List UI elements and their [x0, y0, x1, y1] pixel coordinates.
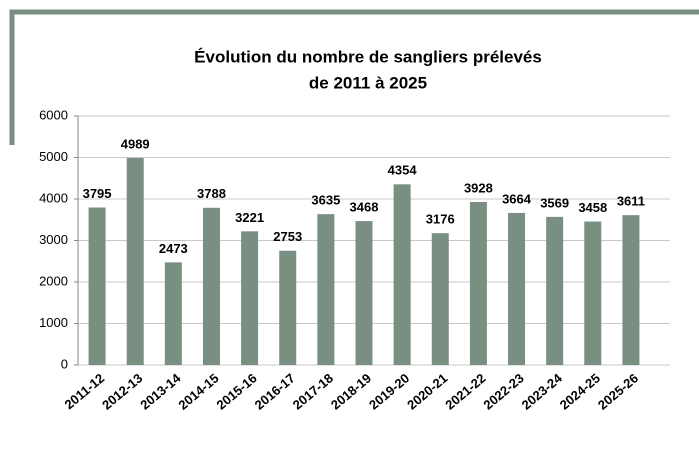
bar: [88, 207, 106, 365]
y-tick-label: 0: [61, 356, 68, 371]
x-tick-label: 2013-14: [137, 370, 184, 413]
x-tick-label: 2017-18: [290, 370, 336, 412]
bar: [241, 231, 259, 365]
bar: [469, 201, 487, 365]
x-tick-label: 2014-15: [175, 370, 221, 412]
bar: [164, 262, 182, 365]
x-tick-label: 2016-17: [252, 370, 298, 412]
data-label: 3788: [197, 186, 226, 201]
x-tick-label: 2019-20: [366, 370, 412, 412]
y-tick-label: 2000: [39, 273, 68, 288]
x-tick-label: 2023-24: [519, 370, 566, 413]
y-tick-label: 1000: [39, 315, 68, 330]
data-label: 3569: [540, 195, 569, 210]
y-tick-label: 6000: [39, 107, 68, 122]
x-tick-label: 2018-19: [328, 370, 374, 412]
bar: [279, 250, 297, 365]
x-tick-label: 2015-16: [214, 370, 260, 412]
frame: [9, 9, 699, 145]
data-label: 3468: [350, 200, 379, 215]
data-label: 3635: [311, 193, 340, 208]
chart-title: de 2011 à 2025: [309, 73, 427, 92]
y-tick-label: 4000: [39, 190, 68, 205]
x-tick-label: 2022-23: [480, 370, 526, 412]
data-label: 2473: [159, 241, 188, 256]
data-label: 3664: [502, 191, 532, 206]
bar: [431, 233, 449, 365]
data-label: 3458: [578, 200, 607, 215]
chart-title: Évolution du nombre de sangliers prélevé…: [194, 47, 542, 66]
bar: [622, 215, 640, 365]
data-label: 3795: [83, 186, 112, 201]
bar: [393, 184, 411, 365]
bar: [355, 221, 373, 365]
bar: [126, 157, 144, 365]
data-label: 3928: [464, 180, 493, 195]
bar: [317, 214, 335, 365]
data-label: 4354: [388, 163, 418, 178]
y-tick-label: 5000: [39, 149, 68, 164]
x-tick-label: 2021-22: [442, 370, 488, 412]
y-tick-label: 3000: [39, 232, 68, 247]
bar: [546, 216, 564, 365]
data-label: 3611: [617, 194, 645, 209]
x-tick-label: 2024-25: [557, 370, 603, 412]
bar: [508, 212, 526, 365]
x-tick-label: 2025-26: [595, 370, 641, 412]
x-tick-label: 2020-21: [404, 370, 450, 412]
data-label: 3221: [235, 210, 264, 225]
bar: [202, 207, 220, 365]
data-label: 4989: [121, 136, 150, 151]
data-label: 3176: [426, 212, 455, 227]
data-label: 2753: [273, 229, 302, 244]
bar: [584, 221, 602, 365]
x-tick-label: 2012-13: [99, 370, 145, 412]
x-tick-label: 2011-12: [62, 370, 108, 412]
